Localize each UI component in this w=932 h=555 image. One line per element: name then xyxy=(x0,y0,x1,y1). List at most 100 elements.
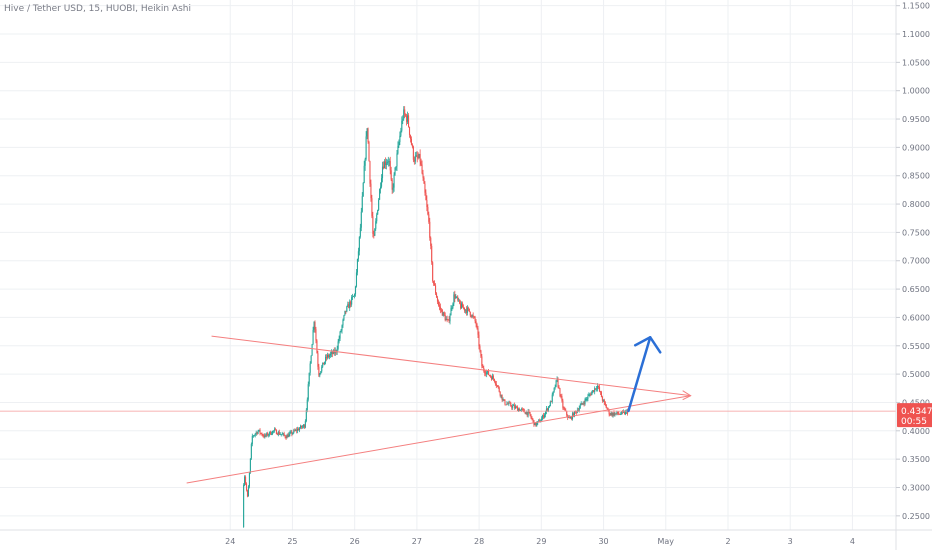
candle-body xyxy=(491,376,494,380)
candle-body xyxy=(439,306,441,310)
candle-body xyxy=(341,325,343,331)
candle-body xyxy=(379,189,381,200)
price-axis[interactable]: 0.2500 0.3000 0.3500 0.4000 0.4500 0.5000 0.55… xyxy=(896,2,930,521)
candle-body xyxy=(506,403,508,405)
candle-body xyxy=(245,483,248,491)
candle-body xyxy=(561,396,563,401)
candle-body xyxy=(263,435,265,438)
candle-body xyxy=(245,476,247,484)
candle-body xyxy=(311,344,313,356)
candle-body xyxy=(419,153,421,162)
candle-body xyxy=(462,307,465,309)
price-tick-label: 0.4000 xyxy=(902,427,930,436)
candle-body xyxy=(292,432,294,435)
candle-body xyxy=(458,299,460,301)
candle-body xyxy=(321,366,323,372)
price-badge-background xyxy=(897,403,932,428)
time-tick-label: 26 xyxy=(350,537,360,546)
candle-body xyxy=(481,356,483,367)
candle-body xyxy=(600,392,602,398)
candle-body xyxy=(468,308,470,312)
candle-body xyxy=(326,356,328,358)
candle-body xyxy=(356,258,358,273)
candle-body xyxy=(370,183,372,199)
candle-body xyxy=(284,435,286,438)
candle-body xyxy=(455,296,457,299)
candle-body xyxy=(421,164,423,174)
candle-body xyxy=(342,319,344,326)
price-tick-label: 0.6500 xyxy=(902,285,930,294)
candle-body xyxy=(609,414,611,416)
candle-body xyxy=(386,161,388,164)
candle-body xyxy=(288,434,290,438)
candle-body xyxy=(377,209,379,215)
candle-body xyxy=(602,400,604,401)
candle-body xyxy=(266,433,268,436)
candle-body xyxy=(310,355,312,364)
candle-body xyxy=(357,251,359,259)
candle-body xyxy=(587,395,589,399)
candle-body xyxy=(570,416,573,419)
candle-body xyxy=(612,412,614,416)
candle-body xyxy=(454,294,456,299)
candle-body xyxy=(461,303,463,309)
candle-body xyxy=(317,353,319,367)
candle-body xyxy=(431,245,433,263)
lower-trendline[interactable] xyxy=(186,395,691,484)
candle-body xyxy=(336,348,338,353)
candle-body xyxy=(316,340,318,354)
candle-body xyxy=(347,304,349,307)
candle-body xyxy=(332,350,334,355)
candle-body xyxy=(538,420,540,422)
candle-body xyxy=(559,388,561,396)
candle-body xyxy=(373,233,375,236)
candle-body xyxy=(586,398,588,400)
candle-body xyxy=(542,415,544,419)
candle-body xyxy=(300,425,303,428)
candle-body xyxy=(302,424,304,427)
price-tick-label: 0.3500 xyxy=(902,455,930,464)
breakout-arrow-shaft[interactable] xyxy=(627,336,652,413)
upper-trendline[interactable] xyxy=(211,335,691,397)
time-axis[interactable]: 24 25 26 27 28 29 30 May 2 3 4 xyxy=(225,537,855,546)
candle-body xyxy=(402,118,404,121)
candle-body xyxy=(359,227,361,237)
candle-body xyxy=(572,413,575,417)
price-tick-label: 0.7000 xyxy=(902,257,930,266)
candle-body xyxy=(553,387,555,392)
candle-body xyxy=(486,372,488,375)
price-tick-label: 0.9500 xyxy=(902,115,930,124)
candle-body xyxy=(509,402,511,404)
candle-body xyxy=(498,387,500,392)
candle-body xyxy=(384,161,386,166)
candle-body xyxy=(279,434,281,436)
candle-body xyxy=(625,411,627,415)
candle-body xyxy=(378,199,380,210)
candle-body xyxy=(381,166,384,179)
candle-body xyxy=(432,262,434,281)
time-tick-label: 29 xyxy=(536,537,546,546)
candle-body xyxy=(289,432,291,435)
candle-body xyxy=(331,352,333,355)
time-tick-label: 27 xyxy=(412,537,422,546)
time-tick-label: 2 xyxy=(725,537,730,546)
candle-body xyxy=(353,296,355,297)
candle-body xyxy=(472,315,474,317)
candle-body xyxy=(338,338,340,342)
candle-body xyxy=(613,412,615,416)
candle-body xyxy=(296,429,298,431)
annotation-layer[interactable] xyxy=(0,335,896,484)
candle-body xyxy=(508,402,510,405)
candle-body xyxy=(437,301,439,306)
candle-body xyxy=(464,309,467,311)
candle-body xyxy=(258,429,260,431)
candle-body xyxy=(504,400,506,405)
candle-body xyxy=(564,408,566,411)
chart-title: Hive / Tether USD, 15, HUOBI, Heikin Ash… xyxy=(4,4,191,14)
candle-body xyxy=(257,430,259,434)
candle-body xyxy=(320,371,322,374)
candle-body xyxy=(573,411,575,417)
candle-body xyxy=(285,437,287,439)
